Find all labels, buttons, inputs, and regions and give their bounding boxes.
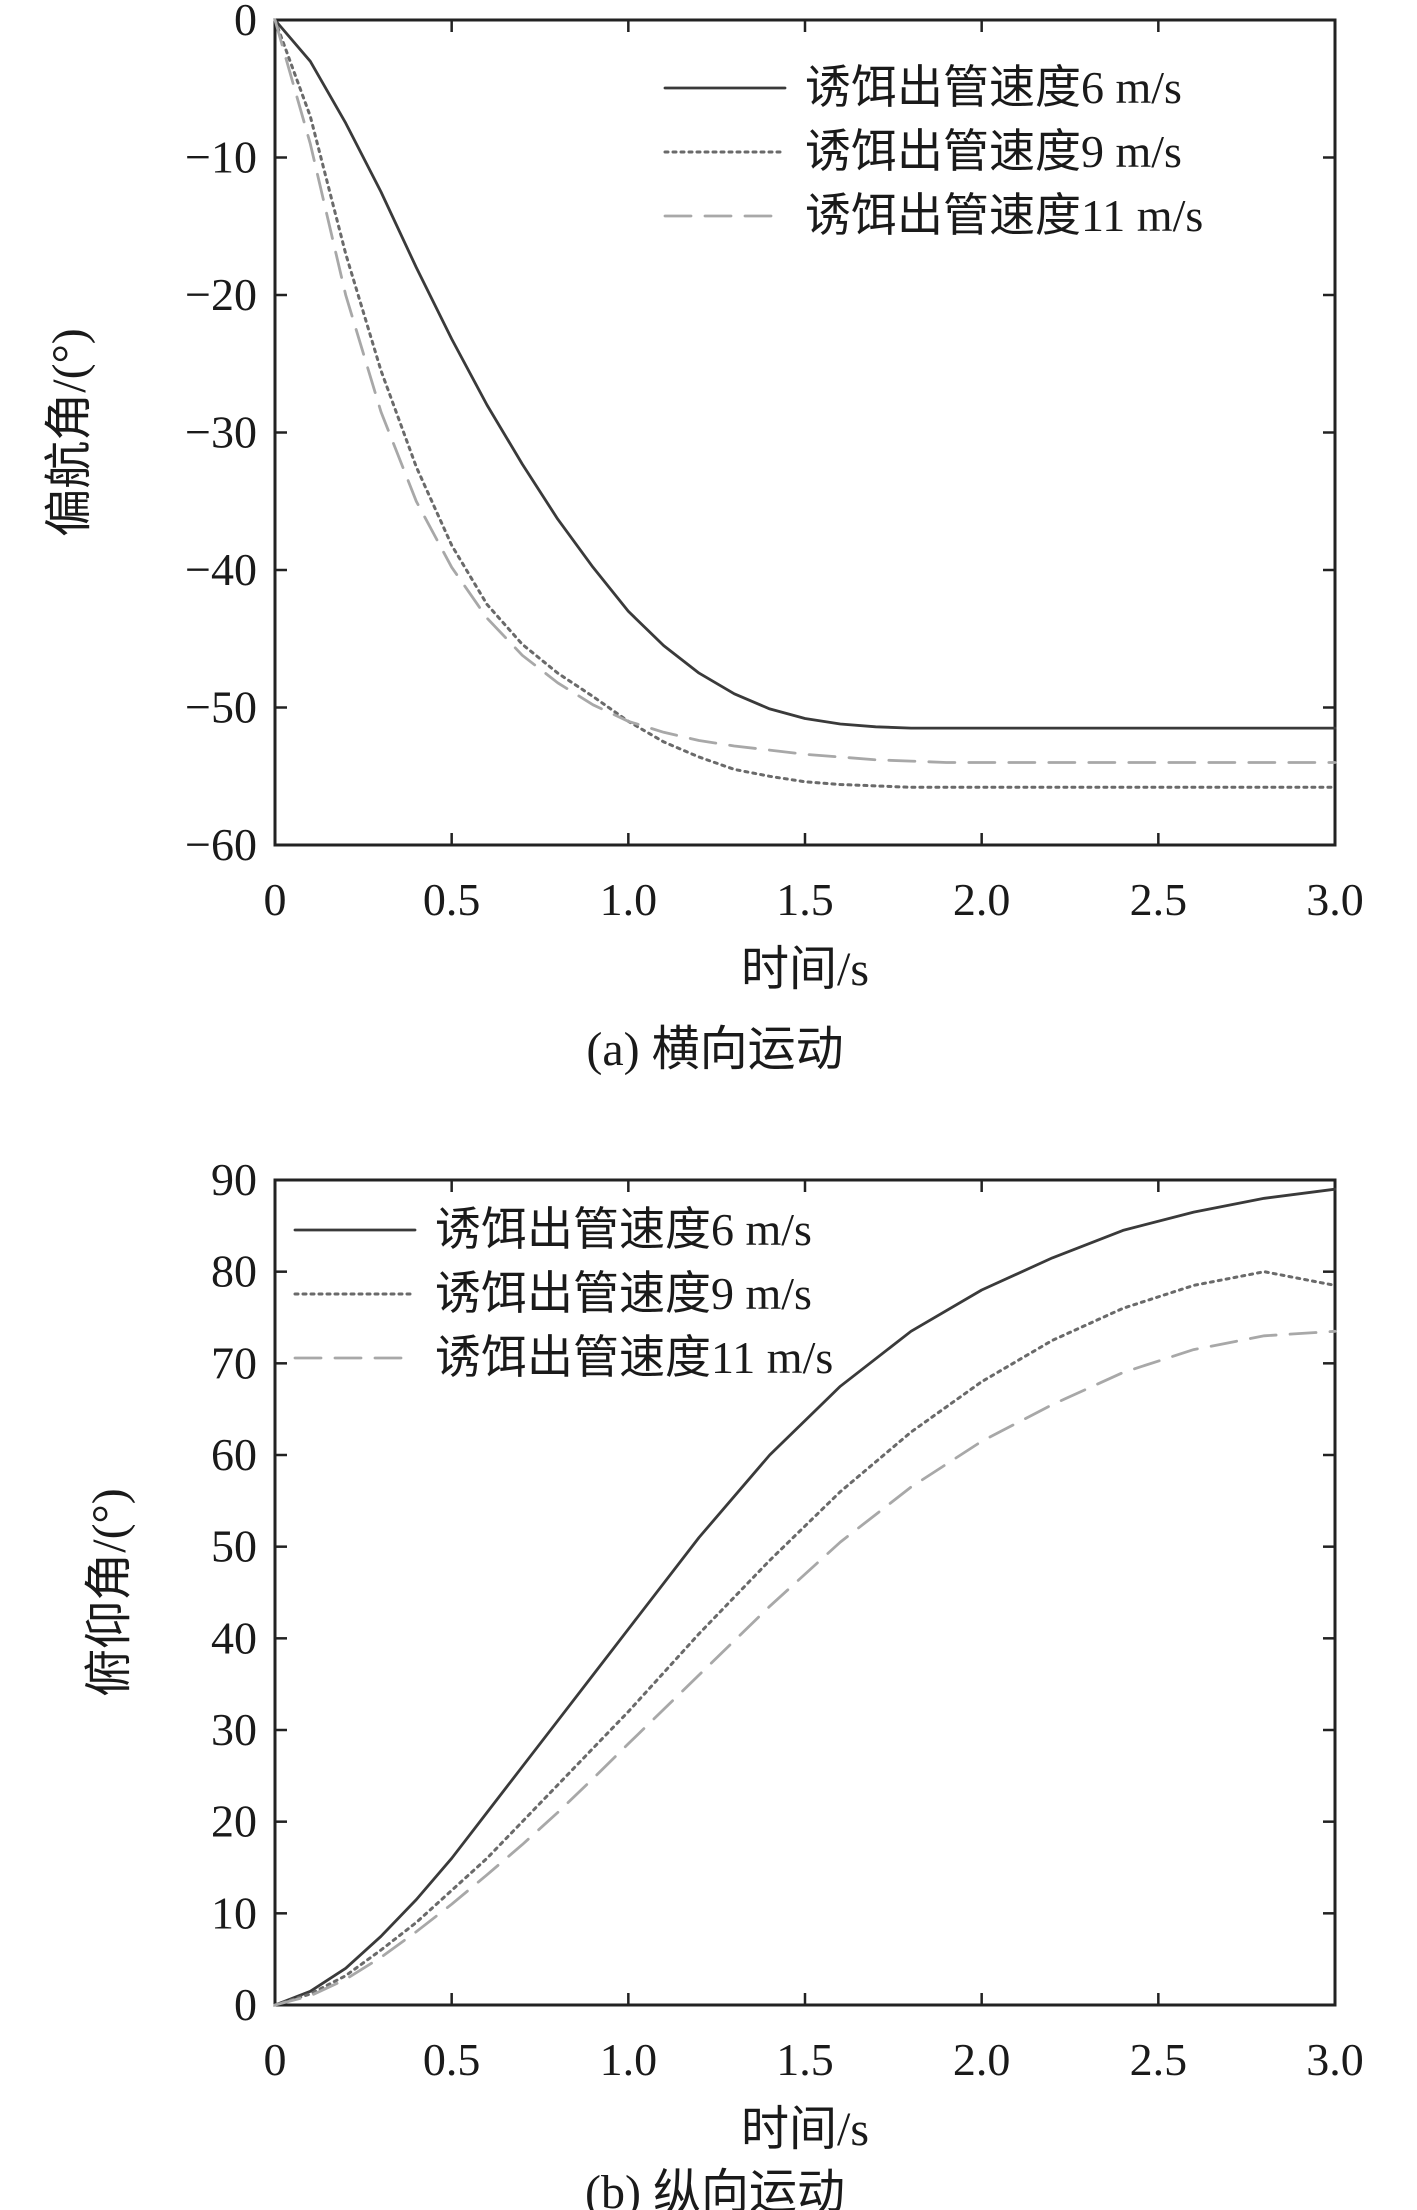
x-tick-label: 0 (264, 874, 287, 925)
y-tick-label: 90 (211, 1154, 257, 1205)
x-tick-label: 2.0 (953, 874, 1011, 925)
y-tick-label: 30 (211, 1704, 257, 1755)
y-tick-label: 0 (234, 1979, 257, 2030)
x-tick-label: 1.5 (776, 874, 834, 925)
y-axis-title: 偏航角/(°) (43, 328, 96, 537)
x-tick-label: 2.0 (953, 2034, 1011, 2085)
x-axis-title: 时间/s (741, 2103, 869, 2156)
series-line-1 (273, 1187, 1337, 2007)
legend: 诱饵出管速度6 m/s 诱饵出管速度9 m/s 诱饵出管速度11 m/s (663, 62, 1203, 241)
x-tick-label: 1.0 (600, 874, 658, 925)
y-tick-label: 20 (211, 1796, 257, 1847)
x-tick-label: 0.5 (423, 874, 481, 925)
legend: 诱饵出管速度6 m/s 诱饵出管速度9 m/s 诱饵出管速度11 m/s (293, 1204, 833, 1383)
x-tick-label: 3.0 (1306, 2034, 1364, 2085)
x-tick-label: 3.0 (1306, 874, 1364, 925)
legend-label-2: 诱饵出管速度9 m/s (805, 126, 1182, 177)
chart-panel-a: 0 0.5 1.0 1.5 2.0 2.5 3.0 0 −10 −20 −30 −40 −50 −60 时间… (43, 0, 1364, 1076)
legend-label-3: 诱饵出管速度11 m/s (805, 190, 1203, 241)
y-tick-label: 50 (211, 1521, 257, 1572)
series-line-1 (273, 18, 1337, 730)
y-tick-label: 80 (211, 1246, 257, 1297)
x-tick-label: 1.5 (776, 2034, 834, 2085)
y-tick-label: 10 (211, 1887, 257, 1938)
y-tick-label: 0 (234, 0, 257, 45)
panel-caption: (a) 横向运动 (586, 1023, 843, 1076)
y-tick-label: 60 (211, 1429, 257, 1480)
series-line-2 (273, 1270, 1337, 2007)
x-axis-title: 时间/s (741, 943, 869, 996)
legend-label-2: 诱饵出管速度9 m/s (435, 1268, 812, 1319)
panel-caption: (b) 纵向运动 (585, 2166, 845, 2210)
legend-label-1: 诱饵出管速度6 m/s (435, 1204, 812, 1255)
y-tick-label: −40 (185, 544, 257, 595)
y-tick-label: −60 (185, 819, 257, 870)
x-tick-label: 0.5 (423, 2034, 481, 2085)
chart-panel-b: 0 0.5 1.0 1.5 2.0 2.5 3.0 0 10 20 30 40 50 60 70 80 90 时间… (83, 1154, 1364, 2210)
y-tick-label: −50 (185, 682, 257, 733)
x-tick-label: 2.5 (1130, 874, 1188, 925)
legend-label-1: 诱饵出管速度6 m/s (805, 62, 1182, 113)
x-tick-label: 1.0 (600, 2034, 658, 2085)
y-tick-label: 70 (211, 1337, 257, 1388)
series-line-3 (273, 18, 1337, 764)
legend-label-3: 诱饵出管速度11 m/s (435, 1332, 833, 1383)
y-tick-label: 40 (211, 1612, 257, 1663)
y-tick-label: −20 (185, 269, 257, 320)
series-line-2 (273, 18, 1337, 789)
y-tick-label: −30 (185, 407, 257, 458)
x-tick-label: 2.5 (1130, 2034, 1188, 2085)
x-tick-label: 0 (264, 2034, 287, 2085)
y-tick-label: −10 (185, 132, 257, 183)
series-line-3 (273, 1329, 1337, 2007)
y-axis-title: 俯仰角/(°) (83, 1488, 136, 1697)
